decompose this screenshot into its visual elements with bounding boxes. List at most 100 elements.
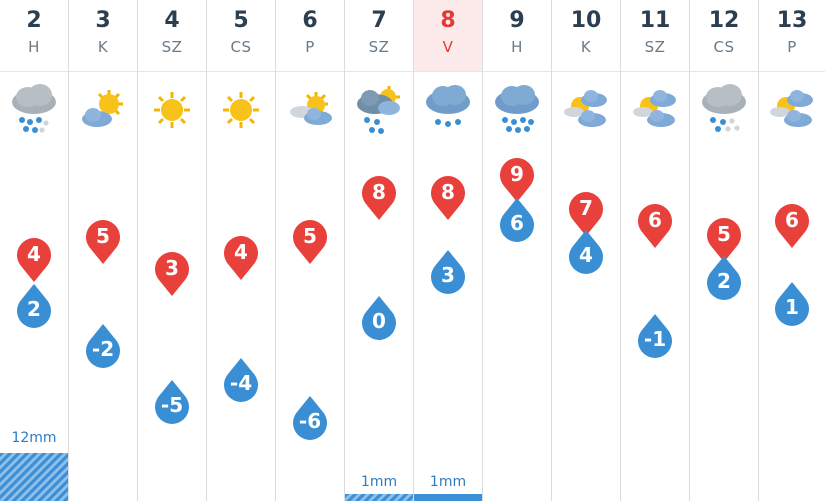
day-name: H: [511, 38, 523, 56]
min-temp-value: -4: [229, 371, 253, 395]
sun-icon: [223, 92, 259, 128]
min-temp-value: 2: [27, 297, 41, 321]
day-name: K: [97, 38, 109, 56]
precip-bar: [414, 494, 482, 501]
min-temp-pin: -2: [81, 322, 125, 368]
max-temp-value: 5: [96, 224, 110, 248]
min-temp-pin: 2: [12, 282, 56, 328]
day-name: SZ: [161, 38, 183, 56]
day-column[interactable]: 7 SZ 8 0 1mm: [345, 0, 414, 501]
day-name: SZ: [644, 38, 666, 56]
day-header: 7 SZ: [345, 0, 413, 72]
max-temp-value: 8: [441, 180, 455, 204]
day-column[interactable]: 11 SZ 6 -1: [621, 0, 690, 501]
min-temp-value: 6: [510, 211, 524, 235]
day-column[interactable]: 9 H 9 6: [483, 0, 552, 501]
max-temp-pin: 9: [495, 156, 539, 202]
max-temp-pin: 5: [81, 218, 125, 264]
day-name: CS: [713, 38, 735, 56]
day-header: 3 K: [69, 0, 137, 72]
max-temp-value: 7: [579, 196, 593, 220]
day-number: 12: [708, 8, 740, 33]
max-temp-pin: 4: [219, 234, 263, 280]
day-number: 2: [26, 8, 42, 33]
max-temp-pin: 3: [150, 250, 194, 296]
sun-cloud-icon: [82, 90, 123, 127]
max-temp-value: 6: [648, 208, 662, 232]
sun-icon: [154, 92, 190, 128]
partly-cloudy-icon: [633, 90, 676, 127]
precip-amount: 1mm: [360, 474, 398, 490]
max-temp-value: 6: [785, 208, 799, 232]
partly-cloudy-icon: [564, 90, 607, 127]
day-name: V: [442, 38, 454, 56]
day-header: 5 CS: [207, 0, 275, 72]
day-number: 13: [776, 8, 808, 33]
min-temp-value: -6: [298, 409, 322, 433]
min-temp-pin: -6: [288, 394, 332, 440]
day-name: P: [305, 38, 315, 56]
max-temp-value: 5: [303, 224, 317, 248]
day-number: 9: [509, 8, 525, 33]
min-temp-value: 1: [785, 295, 799, 319]
cloud-sun-icon: [290, 92, 332, 125]
min-temp-value: -1: [643, 327, 667, 351]
min-temp-pin: 0: [357, 294, 401, 340]
day-name: H: [28, 38, 40, 56]
partly-cloudy-icon: [770, 90, 813, 127]
min-temp-pin: 4: [564, 228, 608, 274]
min-temp-value: 0: [372, 309, 386, 333]
day-header: 9 H: [483, 0, 551, 72]
day-name: K: [580, 38, 592, 56]
day-column[interactable]: 5 CS 4 -4: [207, 0, 276, 501]
max-temp-value: 9: [510, 162, 524, 186]
day-header: 8 V: [414, 0, 482, 72]
max-temp-value: 5: [717, 222, 731, 246]
precip-bar: [0, 453, 68, 501]
min-temp-value: -2: [91, 337, 115, 361]
min-temp-value: 4: [579, 243, 593, 267]
sleet-cloud-icon: [702, 84, 746, 132]
day-column[interactable]: 10 K 7 4: [552, 0, 621, 501]
rain-cloud-icon: [12, 84, 56, 133]
day-column[interactable]: 12 CS 5 2: [690, 0, 759, 501]
sun-rain-cloud-icon: [357, 86, 400, 134]
day-name: P: [787, 38, 797, 56]
day-name: CS: [230, 38, 252, 56]
day-column-today[interactable]: 8 V 8 3 1mm: [414, 0, 483, 501]
max-temp-value: 4: [27, 242, 41, 266]
day-name: SZ: [368, 38, 390, 56]
day-header: 2 H: [0, 0, 68, 72]
max-temp-pin: 8: [357, 174, 401, 220]
day-column[interactable]: 2 H 4 2 12mm: [0, 0, 69, 501]
max-temp-pin: 5: [702, 216, 746, 262]
min-temp-pin: 1: [770, 280, 814, 326]
day-number: 8: [440, 8, 456, 33]
min-temp-pin: 2: [702, 254, 746, 300]
min-temp-pin: 6: [495, 196, 539, 242]
max-temp-value: 3: [165, 256, 179, 280]
day-number: 10: [570, 8, 602, 33]
min-temp-value: -5: [160, 393, 184, 417]
day-column[interactable]: 4 SZ 3 -5: [138, 0, 207, 501]
precip-bar: [345, 494, 413, 501]
day-number: 7: [371, 8, 387, 33]
light-rain-cloud-icon: [426, 85, 470, 127]
day-column[interactable]: 3 K 5 -2: [69, 0, 138, 501]
min-temp-pin: -4: [219, 356, 263, 402]
min-temp-pin: -1: [633, 312, 677, 358]
day-number: 6: [302, 8, 318, 33]
min-temp-pin: 3: [426, 248, 470, 294]
max-temp-pin: 7: [564, 190, 608, 236]
day-header: 4 SZ: [138, 0, 206, 72]
day-column[interactable]: 6 P 5 -6: [276, 0, 345, 501]
day-number: 11: [639, 8, 671, 33]
day-header: 13 P: [759, 0, 825, 72]
max-temp-pin: 4: [12, 236, 56, 282]
min-temp-pin: -5: [150, 378, 194, 424]
heavy-rain-cloud-icon: [495, 85, 539, 133]
day-header: 11 SZ: [621, 0, 689, 72]
day-column[interactable]: 13 P 6 1: [759, 0, 825, 501]
precip-amount: 1mm: [429, 474, 467, 490]
